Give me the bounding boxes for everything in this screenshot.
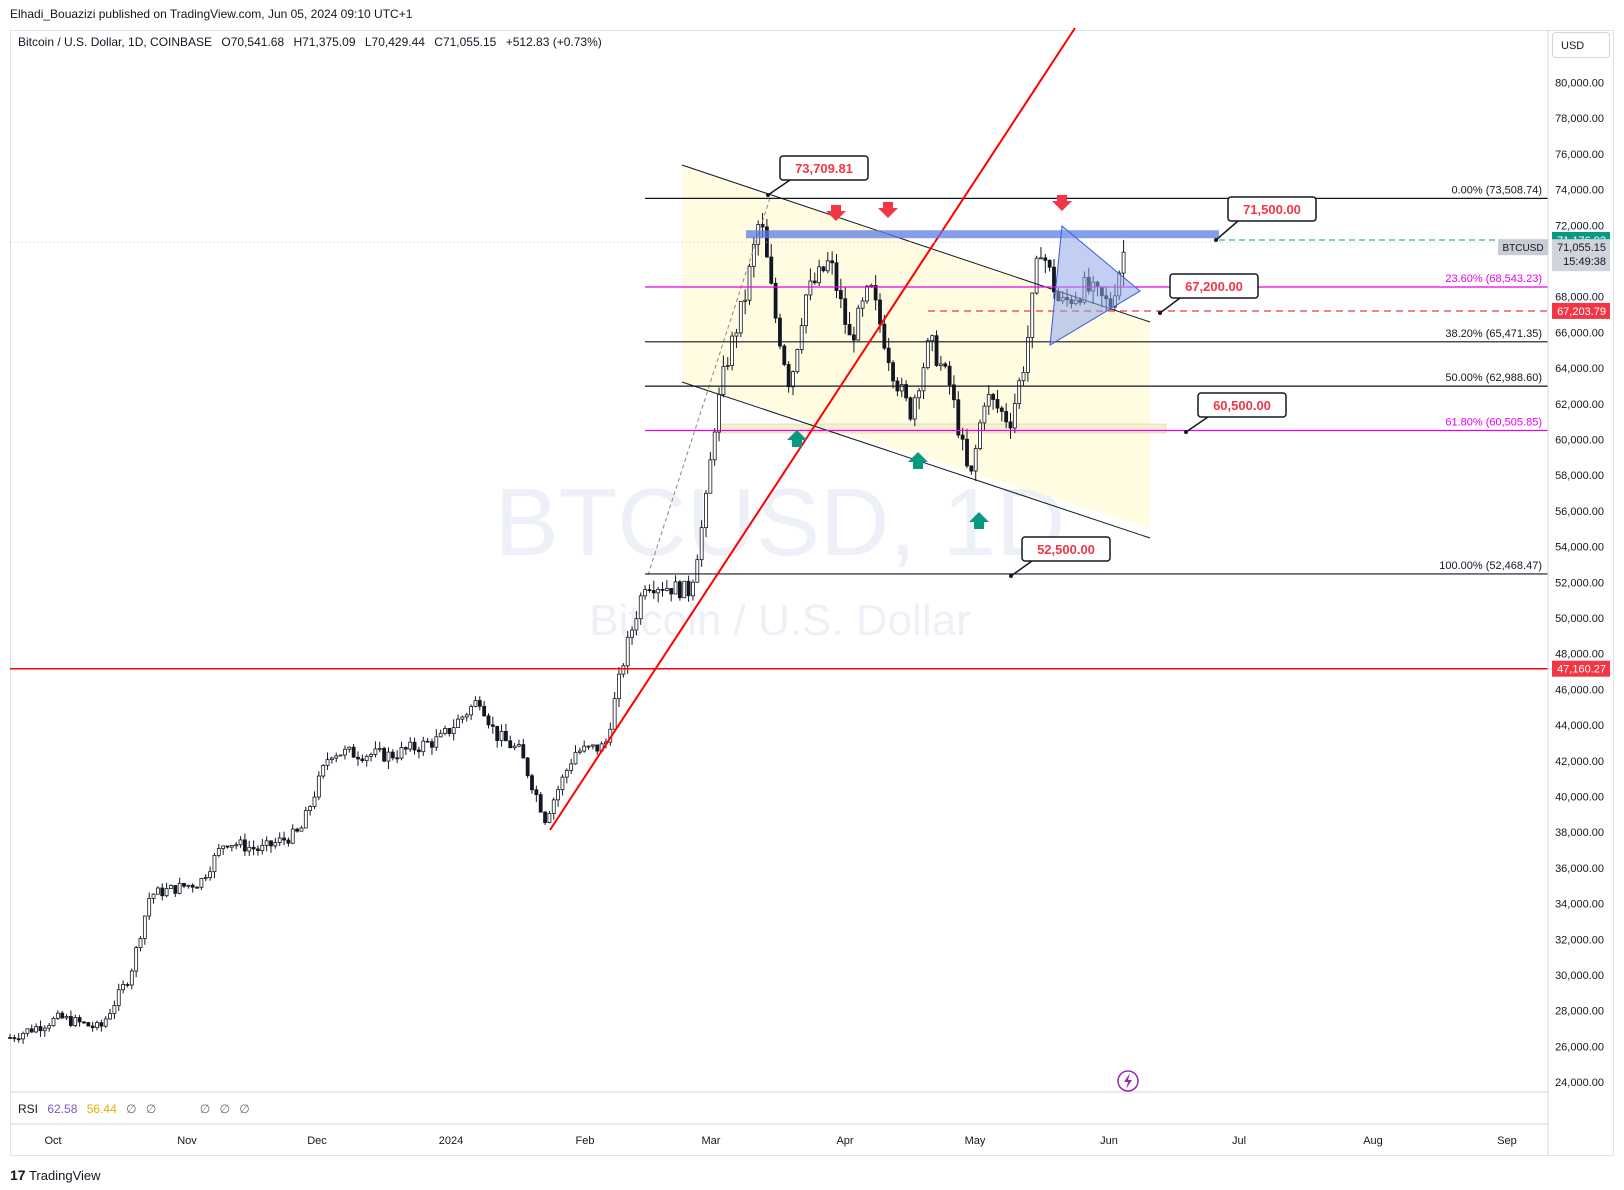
- symbol-legend: Bitcoin / U.S. Dollar, 1D, COINBASE O70,…: [18, 35, 608, 49]
- tradingview-logo-icon: 17: [10, 1167, 26, 1183]
- symbol-name[interactable]: Bitcoin / U.S. Dollar, 1D, COINBASE: [18, 35, 213, 49]
- rsi-param-icon: ∅: [145, 1102, 157, 1116]
- legend-close: C71,055.15: [434, 35, 497, 49]
- chart-frame: [10, 30, 1614, 1156]
- rsi-param-icon: ∅: [199, 1102, 211, 1116]
- rsi-ma-value: 56.44: [86, 1102, 117, 1116]
- tradingview-brand[interactable]: 17 TradingView: [10, 1167, 101, 1183]
- rsi-param-icon: ∅: [239, 1102, 250, 1116]
- rsi-param-icon: ∅: [219, 1102, 230, 1116]
- legend-low: L70,429.44: [364, 35, 425, 49]
- rsi-value: 62.58: [47, 1102, 78, 1116]
- legend-change: +512.83 (+0.73%): [505, 35, 602, 49]
- rsi-legend: RSI 62.58 56.44 ∅ ∅ ∅ ∅ ∅: [18, 1102, 250, 1116]
- rsi-param-icon: ∅: [126, 1102, 137, 1116]
- currency-selector[interactable]: USD: [1552, 32, 1610, 58]
- published-header: Elhadi_Bouazizi published on TradingView…: [10, 7, 413, 21]
- legend-high: H71,375.09: [293, 35, 356, 49]
- legend-open: O70,541.68: [221, 35, 285, 49]
- rsi-label[interactable]: RSI: [18, 1102, 39, 1116]
- brand-name: TradingView: [28, 1168, 101, 1183]
